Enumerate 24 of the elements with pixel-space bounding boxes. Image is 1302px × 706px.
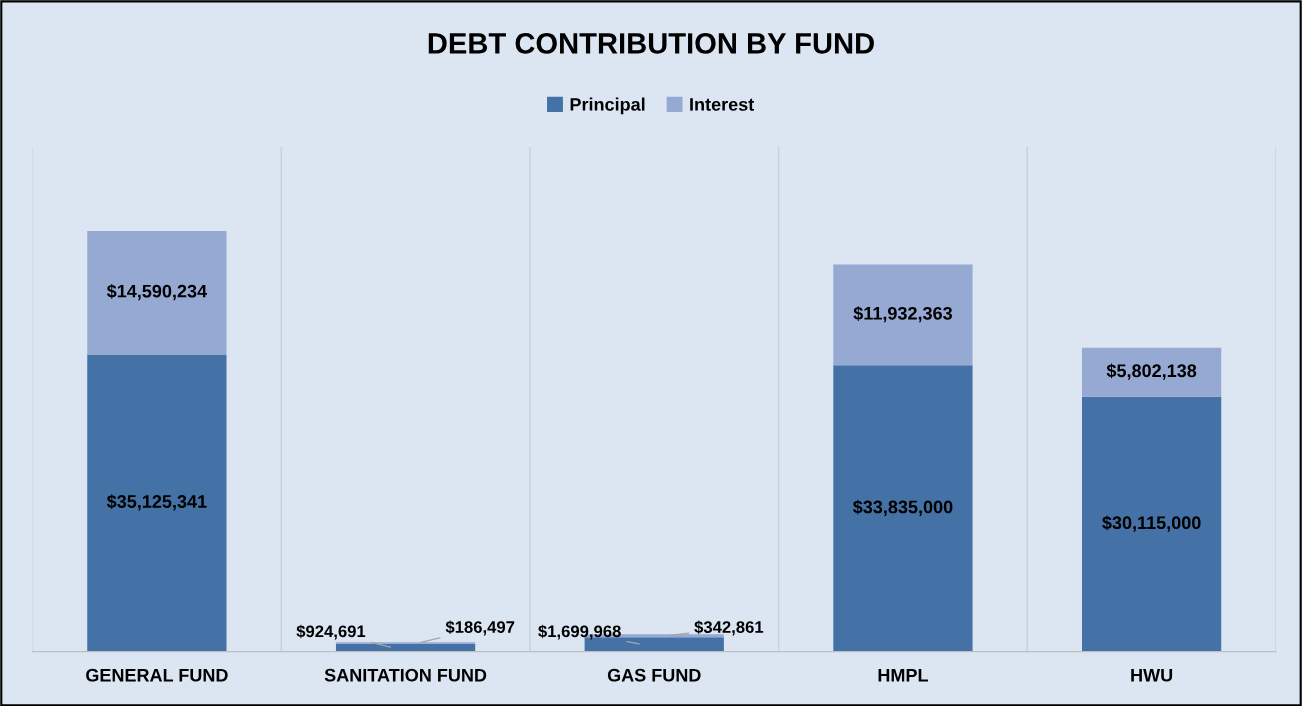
x-tick-label: HMPL xyxy=(878,668,928,682)
bar xyxy=(833,365,973,652)
bar xyxy=(87,230,227,355)
data-label: $5,802,138 xyxy=(1106,363,1197,380)
legend-label: Principal xyxy=(570,97,645,115)
bar xyxy=(1081,396,1222,652)
x-tick-label: GENERAL FUND xyxy=(86,668,228,682)
bar xyxy=(1081,347,1222,397)
bar xyxy=(833,264,973,366)
data-label: $33,835,000 xyxy=(852,499,953,516)
data-label: $14,590,234 xyxy=(106,283,207,301)
x-tick-label: HWU xyxy=(1131,668,1173,682)
data-label: $342,861 xyxy=(694,620,764,636)
bar xyxy=(87,354,227,652)
data-label: $35,125,341 xyxy=(106,494,207,511)
legend-label: Interest xyxy=(690,98,755,111)
x-tick-label: GAS FUND xyxy=(607,668,701,682)
data-label: $30,115,000 xyxy=(1102,515,1201,532)
data-label: $924,691 xyxy=(296,624,366,640)
x-tick-label: SANITATION FUND xyxy=(324,668,487,682)
data-label: $186,497 xyxy=(445,620,515,636)
data-label: $1,699,968 xyxy=(538,624,621,640)
data-label: $11,932,363 xyxy=(853,306,952,323)
chart-title: DEBT CONTRIBUTION BY FUND xyxy=(428,33,874,54)
